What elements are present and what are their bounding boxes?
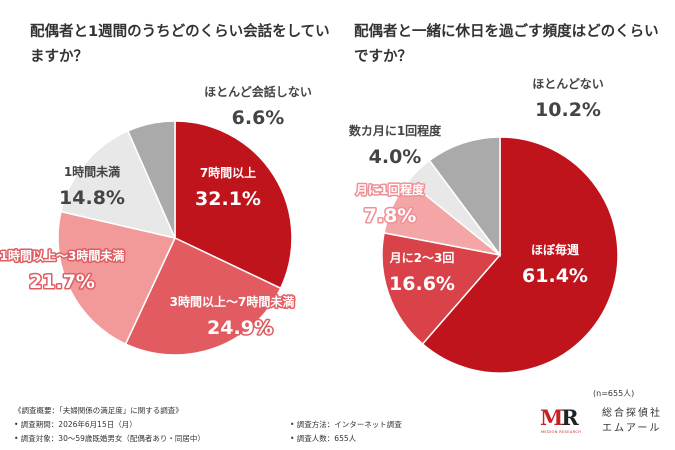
logo-mark-m: M (540, 405, 563, 430)
logo-subtitle: MEDION RESEARCH (541, 430, 582, 434)
slice-value-label: 7.8% (364, 205, 417, 227)
pie-chart-1: 7時間以上 32.1% 3時間以上～7時間未満 24.9% 1時間以上～3時間未満 21.… (0, 84, 312, 356)
slice-category-label: ほとんど会話しない (204, 84, 312, 99)
chart-1-title: 配偶者と1週間のうちどのくらい会話をしていますか？ (30, 24, 330, 65)
survey-count-note: • 調査人数：655人 (290, 434, 357, 443)
survey-target-note: • 調査対象：30～59歳既婚男女（配偶者あり・同居中） (14, 434, 205, 443)
slice-value-label: 32.1% (195, 188, 261, 210)
survey-period-note: • 調査期間：2026年6月15日（月） (14, 420, 137, 429)
slice-value-label: 10.2% (535, 99, 601, 121)
slice-value-label: 16.6% (389, 273, 455, 295)
pie-slice (174, 120, 293, 290)
pie-slice (421, 136, 619, 374)
survey-method-note: • 調査方法：インターネット調査 (290, 420, 402, 429)
slice-category-label: 月に1回程度 (355, 182, 425, 197)
pie-slice (126, 120, 176, 239)
pie-slice (124, 236, 282, 356)
logo-name-line1: 総合探偵社 (602, 408, 662, 419)
logo-name-line2: エムアール (602, 423, 662, 434)
slice-value-label: 4.0% (369, 146, 422, 168)
slice-category-label: 1時間未満 (64, 164, 120, 179)
slice-category-label: 月に2～3回 (389, 251, 455, 265)
slice-value-label: 14.8% (59, 187, 125, 209)
slice-value-label: 21.7% (29, 271, 95, 293)
slice-value-label: 61.4% (522, 265, 588, 287)
logo-mark-r: R (561, 405, 579, 430)
chart-2-title: 配偶者と一緒に休日を過ごす頻度はどのくらいですか？ (354, 24, 659, 65)
pie-slice (428, 136, 501, 258)
pie-slice (381, 232, 502, 346)
slice-category-label: 1時間以上～3時間未満 (0, 248, 124, 263)
slice-value-label: 24.9% (207, 317, 273, 339)
slice-category-label: ほとんどない (532, 77, 603, 91)
slice-category-label: 数カ月に1回程度 (349, 123, 442, 138)
pie-slice (60, 129, 177, 240)
pie-chart-2: ほぼ毎週 61.4% 月に2～3回 16.6% 月に1回程度 7.8% 数カ月に1回程度 4.… (349, 77, 619, 374)
slice-value-label: 6.6% (232, 107, 285, 129)
pie-slice (57, 210, 177, 346)
slice-category-label: 3時間以上～7時間未満 (170, 294, 295, 309)
logo-name: 総合探偵社 エムアール (602, 406, 662, 436)
company-logo: MR MEDION RESEARCH 総合探偵社 エムアール (540, 405, 670, 441)
survey-title-note: 《調査概要：「夫婦関係の満足度」に関する調査》 (14, 406, 183, 415)
slice-category-label: 7時間以上 (200, 165, 256, 180)
logo-mark: MR (540, 405, 579, 430)
slice-category-label: ほぼ毎週 (531, 242, 579, 257)
sample-size: (n=655人) (593, 389, 635, 398)
